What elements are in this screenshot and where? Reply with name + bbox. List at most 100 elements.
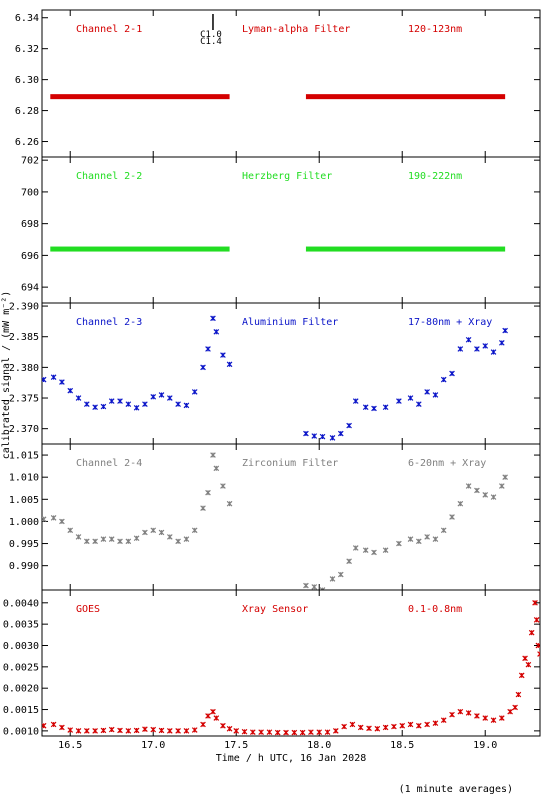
data-point	[83, 728, 90, 734]
band-label: 17-80nm + Xray	[408, 317, 492, 328]
data-point	[200, 721, 206, 728]
data-point	[432, 720, 439, 727]
data-point	[482, 715, 489, 721]
data-point	[83, 538, 90, 545]
data-point	[175, 401, 181, 407]
data-point	[50, 374, 57, 381]
band-label: 120-123nm	[408, 24, 462, 35]
data-point	[108, 726, 115, 733]
band-label: 6-20nm + Xray	[408, 458, 486, 469]
data-point	[213, 328, 220, 335]
data-point	[382, 547, 389, 554]
data-point	[150, 527, 157, 534]
data-series	[50, 246, 506, 252]
data-point	[142, 529, 148, 536]
data-point	[346, 422, 352, 429]
data-point	[498, 715, 505, 721]
y-tick-label: 694	[21, 283, 39, 294]
data-point	[399, 722, 406, 729]
data-point	[200, 364, 206, 371]
data-point	[457, 500, 464, 507]
data-point	[226, 500, 233, 507]
data-point	[117, 538, 123, 545]
data-point	[183, 728, 190, 734]
data-point	[191, 389, 198, 395]
x-tick-label: 19.0	[473, 740, 497, 751]
x-tick-label: 17.5	[224, 740, 248, 751]
y-tick-label: 2.375	[9, 394, 39, 405]
data-segment	[50, 94, 230, 100]
data-point	[67, 727, 74, 733]
y-tick-label: 1.010	[9, 473, 39, 484]
filter-label: Aluminium Filter	[242, 317, 338, 328]
data-point	[150, 726, 157, 733]
y-tick-label: 700	[21, 187, 39, 198]
data-point	[100, 403, 107, 410]
y-tick-label: 0.0040	[3, 598, 39, 609]
data-segment	[50, 246, 230, 252]
data-point	[474, 346, 480, 352]
data-point	[407, 536, 414, 542]
y-tick-label: 1.000	[9, 517, 39, 528]
y-tick-label: 698	[21, 219, 39, 230]
data-point	[391, 723, 397, 730]
data-point	[371, 549, 377, 556]
data-point	[210, 708, 216, 715]
data-point	[515, 691, 522, 698]
footnote: (1 minute averages)	[399, 784, 513, 795]
data-point	[352, 545, 359, 551]
data-point	[125, 401, 132, 407]
data-point	[100, 727, 107, 734]
data-point	[329, 435, 336, 441]
data-point	[502, 474, 508, 481]
data-point	[50, 515, 57, 521]
data-point	[42, 516, 47, 523]
data-point	[329, 576, 336, 582]
data-point	[241, 728, 248, 735]
data-point	[522, 655, 528, 662]
data-point	[125, 728, 132, 734]
data-point	[415, 722, 422, 729]
data-point	[457, 346, 464, 352]
data-point	[449, 514, 455, 520]
data-point	[166, 395, 173, 401]
data-point	[311, 433, 318, 439]
data-point	[337, 430, 344, 437]
data-point	[59, 518, 65, 525]
data-point	[465, 710, 472, 716]
data-point	[59, 379, 65, 385]
data-point	[518, 672, 525, 679]
data-point	[498, 340, 505, 346]
data-point	[50, 721, 57, 728]
data-point	[525, 661, 532, 668]
x-axis-title: Time / h UTC, 16 Jan 2028	[216, 753, 367, 764]
data-point	[316, 729, 323, 735]
data-point	[233, 728, 240, 734]
channel-label: Channel 2-2	[76, 171, 142, 182]
data-point	[67, 527, 74, 534]
data-point	[59, 724, 65, 731]
data-series	[50, 94, 506, 100]
filter-label: Zirconium Filter	[242, 458, 338, 469]
data-point	[415, 401, 422, 407]
y-tick-label: 0.995	[9, 539, 39, 550]
y-tick-label: 0.0010	[3, 726, 39, 737]
data-point	[362, 404, 369, 411]
panel-3: 2.370 2.375 2.380 2.385 2.390 Channel 2-3 Alum…	[9, 302, 541, 445]
y-tick-label: 2.380	[9, 363, 39, 374]
data-point	[465, 483, 472, 489]
y-tick-label: 6.30	[15, 75, 39, 86]
data-point	[283, 729, 289, 736]
data-point	[440, 376, 447, 383]
data-point	[67, 387, 74, 394]
channel-label: GOES	[76, 604, 100, 615]
band-label: 0.1-0.8nm	[408, 604, 462, 615]
data-point	[457, 708, 464, 715]
y-tick-label: 0.0020	[3, 684, 39, 695]
data-point	[349, 721, 356, 728]
data-point	[158, 727, 165, 734]
data-series	[42, 599, 540, 736]
data-point	[537, 651, 540, 657]
data-point	[158, 392, 165, 398]
